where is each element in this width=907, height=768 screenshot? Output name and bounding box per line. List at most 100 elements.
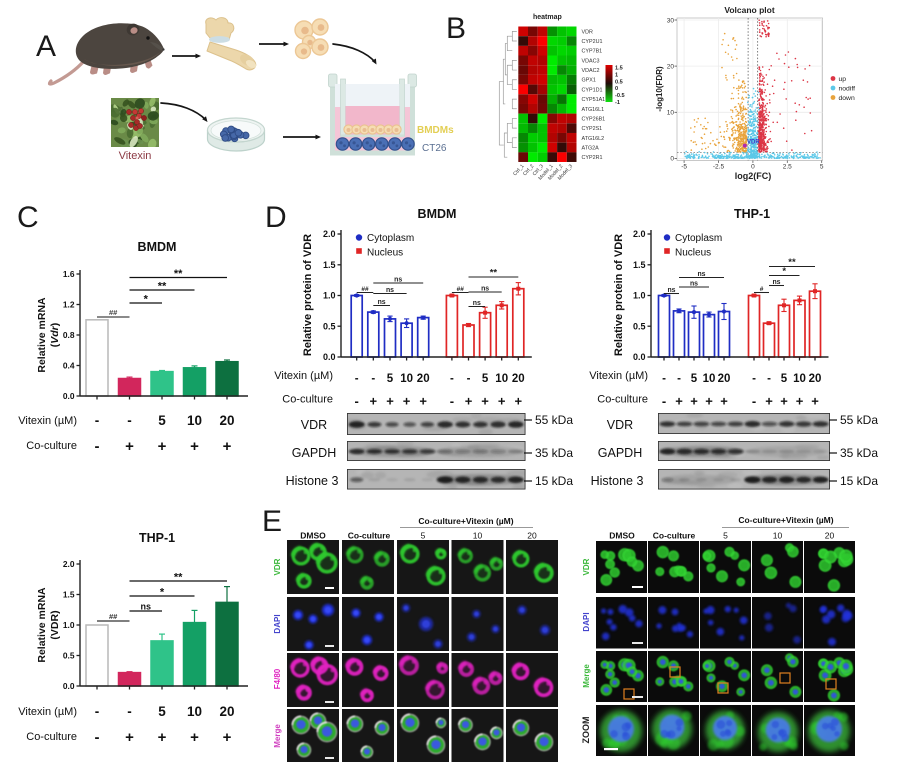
svg-text:VDAC3: VDAC3 [582,58,600,64]
svg-text:A: A [36,30,56,63]
svg-text:ATG16L1: ATG16L1 [582,107,605,113]
svg-text:GAPDH: GAPDH [598,446,642,460]
svg-text:1.0: 1.0 [633,291,646,301]
svg-text:Co-culture: Co-culture [653,531,696,541]
svg-text:0.4: 0.4 [63,361,75,371]
svg-text:-: - [355,394,359,409]
svg-text:CT26: CT26 [422,143,447,154]
svg-text:(Vdr): (Vdr) [49,323,61,348]
svg-text:+: + [158,438,167,455]
svg-text:1.5: 1.5 [323,260,336,270]
svg-text:10: 10 [473,531,483,541]
svg-text:Nucleus: Nucleus [367,248,403,259]
svg-text:0.0: 0.0 [323,352,336,362]
svg-text:CYP2S1: CYP2S1 [582,126,603,132]
svg-text:Histone 3: Histone 3 [591,474,644,488]
svg-text:1.0: 1.0 [323,291,336,301]
svg-text:Histone 3: Histone 3 [286,474,339,488]
svg-text:(VDR): (VDR) [49,610,61,639]
svg-text:VDR: VDR [582,29,593,35]
svg-text:+: + [370,394,378,409]
svg-text:10: 10 [400,373,413,385]
svg-text:Relative protein of VDR: Relative protein of VDR [302,234,314,356]
svg-text:ns: ns [141,602,152,612]
svg-text:Merge: Merge [582,664,591,688]
svg-text:35 kDa: 35 kDa [840,446,878,460]
svg-text:0: 0 [615,86,618,92]
svg-text:10: 10 [703,373,716,385]
svg-text:VDR: VDR [273,558,282,575]
svg-text:+: + [796,394,804,409]
svg-text:+: + [811,394,819,409]
svg-text:0: 0 [670,156,674,163]
svg-text:CYP7B1: CYP7B1 [582,49,603,55]
svg-text:20: 20 [512,373,525,385]
svg-text:**: ** [174,572,183,584]
svg-text:*: * [144,294,149,306]
svg-text:-log10(FDR): -log10(FDR) [655,66,664,112]
svg-text:5: 5 [158,704,166,719]
svg-text:5: 5 [691,373,698,385]
svg-text:20: 20 [825,531,835,541]
svg-text:5: 5 [820,164,824,171]
svg-text:15 kDa: 15 kDa [535,474,573,488]
svg-text:ATG16L2: ATG16L2 [582,136,605,142]
svg-text:Co-culture+Vitexin (µM): Co-culture+Vitexin (µM) [738,515,833,525]
svg-text:Co-culture: Co-culture [282,394,333,406]
svg-text:+: + [386,394,394,409]
svg-text:0.5: 0.5 [323,321,336,331]
svg-text:DMSO: DMSO [609,531,635,541]
svg-text:20: 20 [809,373,822,385]
svg-text:GPX1: GPX1 [582,78,596,84]
svg-text:heatmap: heatmap [533,14,562,21]
svg-text:ns: ns [667,287,675,294]
svg-text:Relative mRNA: Relative mRNA [36,297,48,373]
svg-text:BMDMs: BMDMs [417,125,454,136]
svg-text:1: 1 [615,72,618,78]
svg-text:15 kDa: 15 kDa [840,474,878,488]
svg-text:30: 30 [667,17,675,24]
svg-text:+: + [705,394,713,409]
svg-text:GAPDH: GAPDH [292,446,336,460]
svg-text:+: + [419,394,427,409]
svg-text:10: 10 [495,373,508,385]
svg-text:VDAC2: VDAC2 [582,68,600,74]
svg-text:Vitexin (µM): Vitexin (µM) [18,415,77,427]
svg-text:Cytoplasm: Cytoplasm [675,233,722,244]
svg-text:-: - [95,704,100,719]
svg-text:5: 5 [421,531,426,541]
svg-text:20: 20 [718,373,731,385]
svg-text:10: 10 [187,704,202,719]
svg-text:Volcano plot: Volcano plot [724,5,775,15]
svg-text:+: + [498,394,506,409]
svg-text:D: D [265,201,287,234]
svg-text:+: + [223,438,232,455]
svg-text:+: + [515,394,523,409]
svg-text:5: 5 [158,413,166,428]
svg-text:BMDM: BMDM [418,207,457,221]
svg-text:0.5: 0.5 [615,79,623,85]
svg-text:+: + [190,438,199,455]
svg-text:F4/80: F4/80 [273,668,282,689]
svg-text:+: + [690,394,698,409]
svg-text:CYP51A1: CYP51A1 [582,97,606,103]
svg-text:-5: -5 [681,164,687,171]
svg-text:Co-culture+Vitexin (µM): Co-culture+Vitexin (µM) [418,516,513,526]
svg-text:+: + [481,394,489,409]
svg-text:Vitexin (µM): Vitexin (µM) [589,370,648,382]
svg-text:ns: ns [394,276,402,283]
svg-text:THP-1: THP-1 [139,531,175,545]
svg-text:-: - [95,413,100,428]
svg-text:-: - [677,373,681,385]
svg-text:VDR: VDR [582,558,591,575]
svg-text:0.0: 0.0 [63,391,75,401]
svg-text:10: 10 [773,531,783,541]
svg-text:Nucleus: Nucleus [675,248,711,259]
svg-text:20: 20 [219,413,234,428]
svg-text:-: - [450,373,454,385]
svg-text:#: # [760,286,764,293]
svg-text:-: - [95,729,100,746]
svg-text:ns: ns [690,280,698,287]
svg-text:-: - [767,373,771,385]
svg-text:-: - [662,394,666,409]
